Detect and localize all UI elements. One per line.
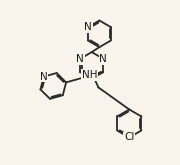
Text: Cl: Cl — [124, 132, 134, 143]
Text: N: N — [99, 54, 107, 64]
Text: N: N — [84, 22, 92, 32]
Text: NH: NH — [82, 70, 97, 80]
Text: N: N — [76, 54, 84, 64]
Text: N: N — [40, 72, 48, 82]
